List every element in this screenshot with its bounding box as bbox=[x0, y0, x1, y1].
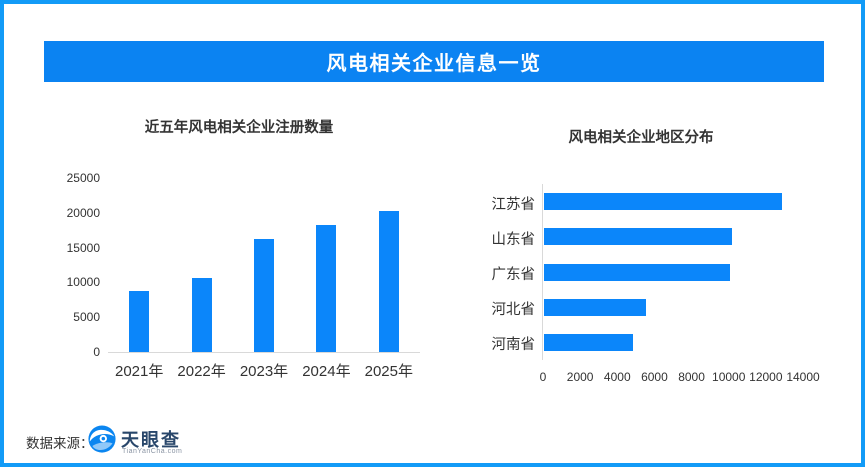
tianyancha-brand-name: 天眼查 bbox=[121, 430, 181, 450]
y-axis-tick-label: 0 bbox=[93, 345, 100, 359]
region-category-label: 江苏省 bbox=[491, 196, 536, 213]
y-axis-tick-label: 15000 bbox=[66, 240, 100, 255]
region-bar-chart: 江苏省山东省广东省河北省河南省 0 2000 4000 6000 8000 10000 120… bbox=[492, 184, 820, 384]
y-axis-tick-label: 25000 bbox=[66, 171, 100, 185]
column-bar-2021年 bbox=[129, 291, 150, 352]
column-bar-2025年 bbox=[378, 211, 399, 352]
data-source-label: 数据来源： bbox=[26, 436, 94, 451]
x-axis-tick-label: 12000 bbox=[749, 370, 783, 384]
x-axis-tick-label: 10000 bbox=[712, 370, 746, 384]
x-axis-tick-label: 14000 bbox=[786, 370, 820, 384]
region-bar-广东省 bbox=[544, 263, 730, 281]
x-axis-tick-label: 6000 bbox=[641, 370, 668, 384]
column-bar-2022年 bbox=[191, 277, 212, 352]
x-axis-category-label: 2022年 bbox=[177, 363, 226, 380]
tianyancha-eye-icon bbox=[88, 425, 116, 453]
region-bar-江苏省 bbox=[544, 193, 782, 211]
registration-column-chart: 0 5000 10000 15000 20000 25000 2021年 2022年 2023年… bbox=[67, 171, 420, 380]
page-title: 风电相关企业信息一览 bbox=[326, 53, 542, 75]
column-bar-2024年 bbox=[316, 225, 337, 352]
x-axis-category-label: 2025年 bbox=[364, 363, 413, 380]
region-category-label: 山东省 bbox=[491, 231, 536, 248]
x-axis-tick-label: 2000 bbox=[566, 370, 594, 384]
y-axis-tick-label: 5000 bbox=[73, 310, 100, 325]
x-axis-tick-label: 0 bbox=[539, 370, 547, 384]
registration-chart-title: 近五年风电相关企业注册数量 bbox=[144, 120, 334, 136]
region-bar-河南省 bbox=[544, 333, 634, 351]
x-axis-category-label: 2021年 bbox=[115, 363, 164, 380]
region-bar-山东省 bbox=[544, 228, 732, 246]
page-title-banner: 风电相关企业信息一览 bbox=[44, 41, 824, 82]
region-category-label: 河南省 bbox=[491, 337, 536, 354]
y-axis-tick-label: 10000 bbox=[66, 275, 100, 290]
x-axis-category-label: 2024年 bbox=[302, 363, 351, 380]
tianyancha-domain: TianYanCha.com bbox=[122, 448, 183, 455]
region-bar-河北省 bbox=[544, 298, 647, 316]
x-axis-tick-label: 4000 bbox=[603, 370, 631, 384]
y-axis-tick-label: 20000 bbox=[66, 205, 100, 220]
region-chart-title: 风电相关企业地区分布 bbox=[568, 130, 714, 146]
column-bar-2023年 bbox=[254, 239, 274, 352]
x-axis-tick-label: 8000 bbox=[678, 370, 705, 384]
region-category-label: 河北省 bbox=[491, 302, 536, 319]
region-category-label: 广东省 bbox=[491, 267, 536, 283]
x-axis-category-label: 2023年 bbox=[239, 363, 289, 380]
